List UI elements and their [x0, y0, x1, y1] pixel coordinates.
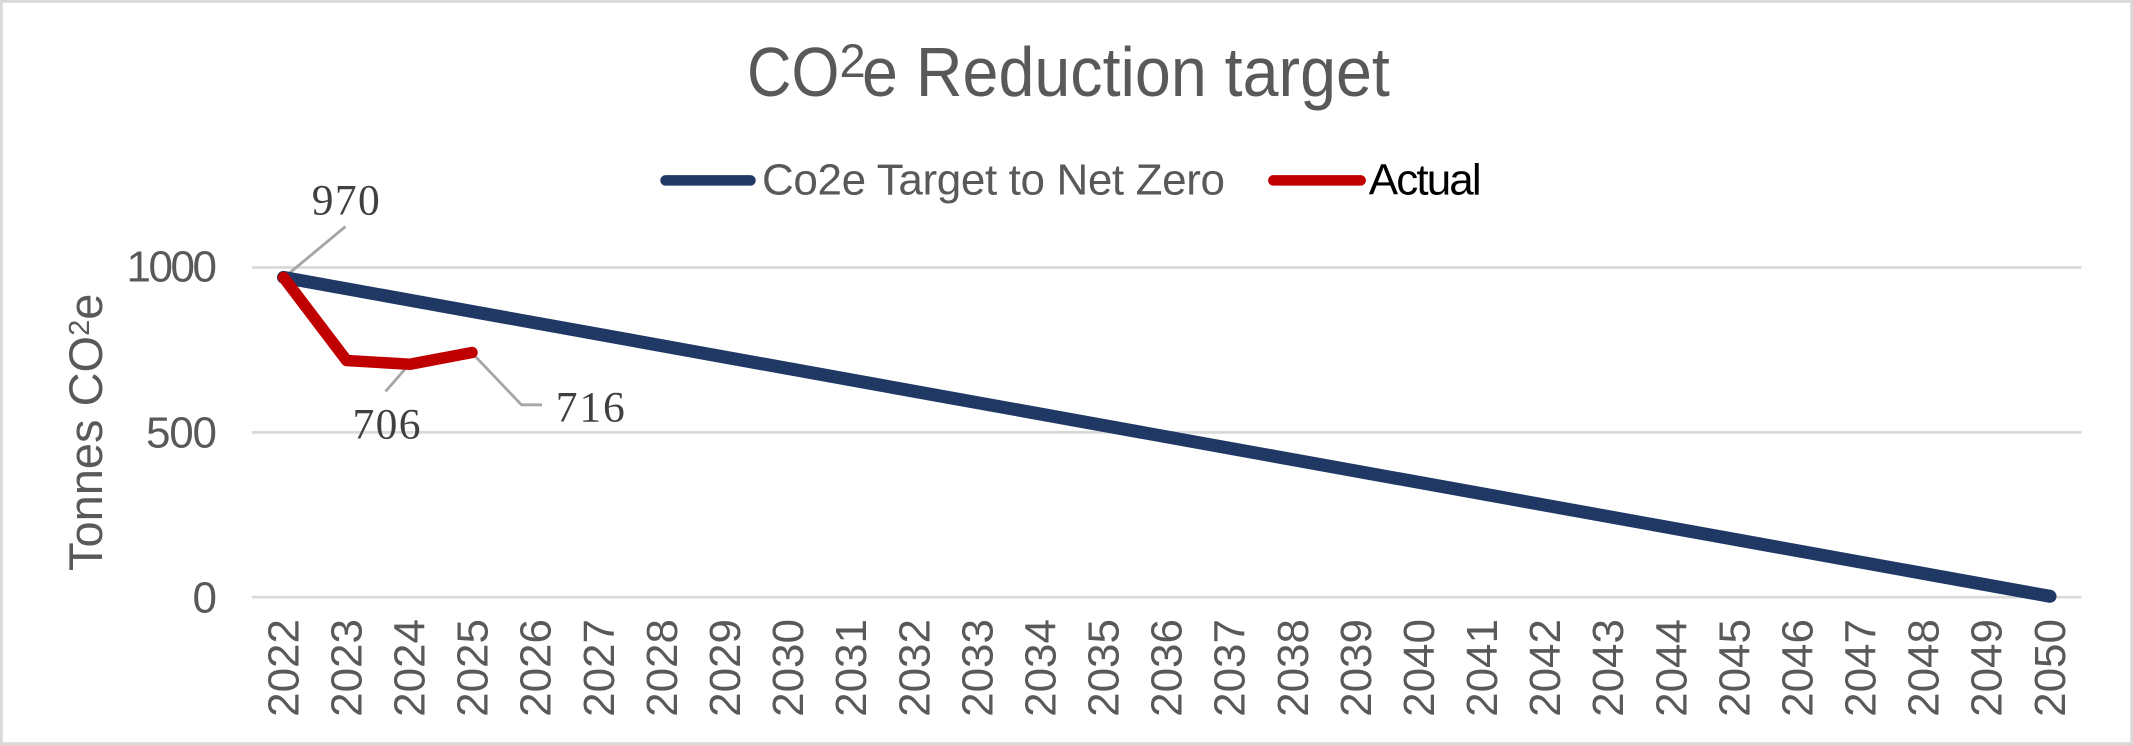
svg-text:2022: 2022: [259, 619, 308, 717]
svg-text:2026: 2026: [512, 619, 561, 717]
svg-text:2050: 2050: [2026, 619, 2075, 717]
svg-text:2043: 2043: [1584, 619, 1633, 717]
svg-text:2040: 2040: [1395, 619, 1444, 717]
svg-text:2033: 2033: [953, 619, 1002, 717]
svg-text:2025: 2025: [449, 619, 498, 717]
svg-text:2028: 2028: [638, 619, 687, 717]
svg-text:2041: 2041: [1458, 619, 1507, 717]
svg-text:2032: 2032: [890, 619, 939, 717]
svg-text:2031: 2031: [827, 619, 876, 717]
svg-text:2029: 2029: [701, 619, 750, 717]
svg-text:970: 970: [312, 177, 380, 225]
svg-text:CO: CO: [747, 32, 839, 111]
svg-text:500: 500: [146, 409, 217, 458]
svg-text:706: 706: [353, 401, 421, 449]
svg-text:1000: 1000: [127, 242, 218, 291]
svg-text:2027: 2027: [575, 619, 624, 717]
svg-text:2024: 2024: [386, 619, 435, 717]
svg-text:2037: 2037: [1206, 619, 1255, 717]
svg-text:Co2e Target to Net Zero: Co2e Target to Net Zero: [762, 156, 1225, 205]
svg-text:Tonnes CO2e: Tonnes CO2e: [59, 294, 112, 571]
svg-text:2042: 2042: [1521, 619, 1570, 717]
svg-text:e Reduction target: e Reduction target: [862, 34, 1390, 112]
svg-text:2: 2: [840, 34, 866, 87]
svg-text:2030: 2030: [764, 619, 813, 717]
svg-text:2038: 2038: [1269, 619, 1318, 717]
svg-text:2049: 2049: [1963, 619, 2012, 717]
svg-text:2023: 2023: [323, 619, 372, 717]
svg-text:2036: 2036: [1143, 619, 1192, 717]
svg-text:Actual: Actual: [1369, 156, 1482, 205]
svg-text:2047: 2047: [1837, 619, 1886, 717]
svg-text:716: 716: [556, 384, 625, 432]
svg-text:2048: 2048: [1900, 619, 1949, 717]
svg-text:2035: 2035: [1080, 619, 1129, 717]
svg-text:2039: 2039: [1332, 619, 1381, 717]
svg-text:2044: 2044: [1647, 619, 1696, 717]
svg-text:2046: 2046: [1774, 619, 1823, 717]
svg-text:0: 0: [193, 574, 217, 623]
svg-text:2045: 2045: [1710, 619, 1759, 717]
svg-text:2034: 2034: [1016, 619, 1065, 717]
